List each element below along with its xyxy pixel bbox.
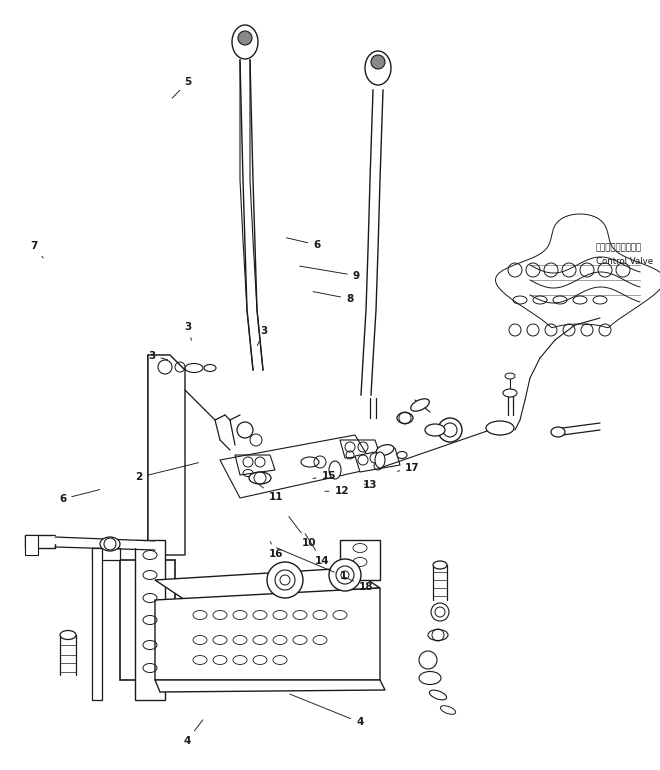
Text: コントロールバルブ: コントロールバルブ bbox=[596, 243, 642, 253]
Text: 5: 5 bbox=[172, 77, 191, 98]
Ellipse shape bbox=[397, 413, 413, 424]
Ellipse shape bbox=[329, 461, 341, 479]
Text: 11: 11 bbox=[259, 485, 283, 501]
Polygon shape bbox=[355, 448, 400, 472]
Text: 3: 3 bbox=[185, 323, 191, 340]
Ellipse shape bbox=[376, 444, 394, 455]
Text: 17: 17 bbox=[397, 464, 420, 473]
Polygon shape bbox=[235, 455, 275, 475]
Polygon shape bbox=[155, 680, 385, 692]
Ellipse shape bbox=[486, 421, 514, 435]
Text: 1: 1 bbox=[277, 547, 346, 581]
Circle shape bbox=[371, 55, 385, 69]
Polygon shape bbox=[148, 355, 185, 555]
Text: 4: 4 bbox=[290, 694, 364, 727]
Circle shape bbox=[329, 559, 361, 591]
Polygon shape bbox=[240, 60, 255, 370]
Ellipse shape bbox=[433, 561, 447, 569]
Circle shape bbox=[431, 603, 449, 621]
Ellipse shape bbox=[60, 631, 76, 640]
Text: Control Valve: Control Valve bbox=[596, 257, 653, 266]
Text: 14: 14 bbox=[305, 534, 329, 565]
Polygon shape bbox=[340, 540, 380, 580]
Text: 3: 3 bbox=[257, 326, 267, 346]
Text: 6: 6 bbox=[286, 238, 320, 249]
Polygon shape bbox=[155, 568, 380, 600]
Polygon shape bbox=[360, 90, 383, 395]
Text: 7: 7 bbox=[30, 242, 43, 258]
Text: 3: 3 bbox=[148, 351, 168, 360]
Ellipse shape bbox=[411, 399, 429, 411]
Ellipse shape bbox=[100, 537, 120, 551]
Circle shape bbox=[267, 562, 303, 598]
Circle shape bbox=[438, 418, 462, 442]
Text: 15: 15 bbox=[313, 471, 336, 480]
Polygon shape bbox=[25, 535, 38, 555]
Circle shape bbox=[419, 651, 437, 669]
Text: 4: 4 bbox=[183, 720, 203, 745]
Text: 6: 6 bbox=[59, 490, 100, 504]
Circle shape bbox=[238, 31, 252, 45]
Polygon shape bbox=[92, 548, 120, 560]
Ellipse shape bbox=[365, 51, 391, 85]
Ellipse shape bbox=[551, 427, 565, 437]
Polygon shape bbox=[92, 548, 102, 700]
Ellipse shape bbox=[301, 457, 319, 467]
Polygon shape bbox=[25, 535, 55, 548]
Ellipse shape bbox=[440, 706, 455, 715]
Text: 13: 13 bbox=[362, 480, 377, 490]
Text: 10: 10 bbox=[289, 517, 316, 547]
Polygon shape bbox=[340, 440, 380, 458]
Polygon shape bbox=[135, 540, 165, 700]
Text: 2: 2 bbox=[135, 463, 199, 482]
Ellipse shape bbox=[430, 690, 447, 700]
Ellipse shape bbox=[428, 630, 448, 641]
Ellipse shape bbox=[425, 424, 445, 436]
Text: 8: 8 bbox=[313, 292, 353, 303]
Polygon shape bbox=[120, 560, 175, 680]
Ellipse shape bbox=[375, 452, 385, 468]
Ellipse shape bbox=[249, 472, 271, 484]
Polygon shape bbox=[155, 588, 380, 680]
Text: 12: 12 bbox=[325, 487, 349, 496]
Text: 9: 9 bbox=[300, 266, 360, 280]
Text: 18: 18 bbox=[345, 577, 374, 591]
Ellipse shape bbox=[232, 25, 258, 59]
Text: 16: 16 bbox=[269, 541, 283, 559]
Ellipse shape bbox=[397, 451, 407, 458]
Circle shape bbox=[237, 422, 253, 438]
Ellipse shape bbox=[503, 389, 517, 397]
Ellipse shape bbox=[419, 671, 441, 685]
Ellipse shape bbox=[505, 373, 515, 379]
